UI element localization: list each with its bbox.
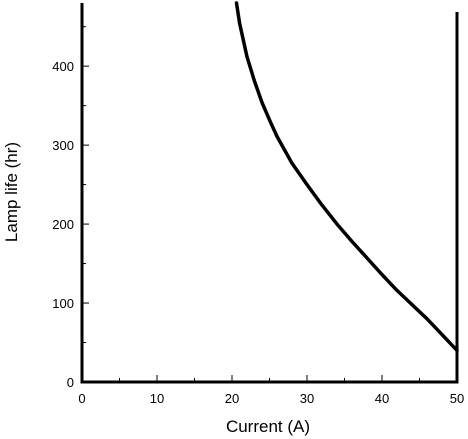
x-tick-label: 30 — [300, 391, 314, 406]
y-tick-label: 100 — [52, 296, 74, 311]
x-tick-label: 50 — [450, 391, 464, 406]
x-axis-title: Current (A) — [226, 417, 310, 436]
y-tick-label: 400 — [52, 59, 74, 74]
y-axis-title: Lamp life (hr) — [2, 142, 21, 242]
x-tick-label: 0 — [78, 391, 85, 406]
lamp-life-curve — [234, 1, 459, 353]
y-tick-label: 300 — [52, 138, 74, 153]
series-layer — [234, 1, 459, 353]
y-tick-label: 200 — [52, 217, 74, 232]
x-tick-label: 20 — [225, 391, 239, 406]
x-tick-label: 10 — [150, 391, 164, 406]
y-tick-label: 0 — [67, 375, 74, 390]
ticks: 0 10 20 30 40 50 0 100 200 300 400 — [52, 26, 464, 406]
x-tick-label: 40 — [375, 391, 389, 406]
axes — [80, 3, 459, 384]
